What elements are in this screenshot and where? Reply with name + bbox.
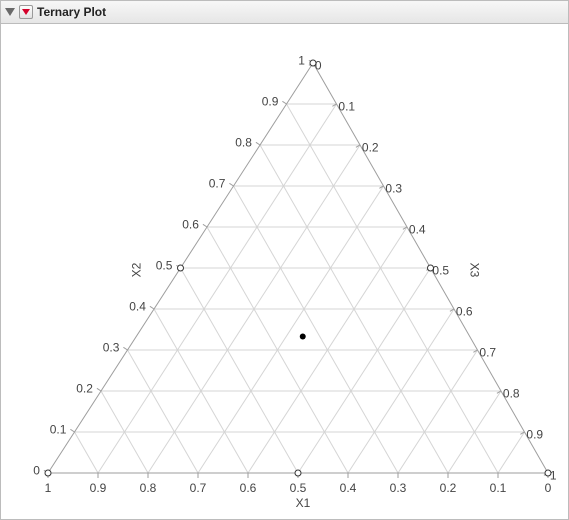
svg-text:1: 1 — [45, 481, 52, 495]
svg-text:0.2: 0.2 — [362, 140, 379, 154]
svg-text:0.3: 0.3 — [390, 481, 407, 495]
svg-text:0.4: 0.4 — [340, 481, 357, 495]
svg-text:0.8: 0.8 — [140, 481, 157, 495]
disclosure-icon[interactable] — [5, 8, 15, 16]
svg-text:0.1: 0.1 — [338, 99, 355, 113]
svg-text:0.2: 0.2 — [440, 481, 457, 495]
ternary-svg: 00.10.20.30.40.50.60.70.80.9100.10.20.30… — [3, 28, 566, 517]
svg-text:0.7: 0.7 — [190, 481, 207, 495]
svg-text:0.9: 0.9 — [262, 94, 279, 108]
panel-title: Ternary Plot — [37, 5, 106, 19]
svg-text:0.6: 0.6 — [182, 217, 199, 231]
svg-text:1: 1 — [298, 53, 305, 67]
svg-text:0: 0 — [545, 481, 552, 495]
svg-text:0: 0 — [315, 58, 322, 72]
svg-text:0.5: 0.5 — [156, 258, 173, 272]
red-triangle-icon — [22, 9, 30, 15]
svg-text:0.4: 0.4 — [129, 299, 146, 313]
svg-text:X1: X1 — [296, 496, 311, 510]
svg-text:0.1: 0.1 — [490, 481, 507, 495]
svg-text:0.9: 0.9 — [526, 427, 543, 441]
svg-text:0.8: 0.8 — [235, 135, 252, 149]
svg-text:0.8: 0.8 — [503, 386, 520, 400]
hotspot-button[interactable] — [19, 5, 33, 19]
ternary-plot-panel: Ternary Plot 0 0.1 0.2 0.3 0.4 0.5 0.6 0.7 0.8 0.… — [0, 0, 569, 520]
svg-text:0.6: 0.6 — [456, 304, 473, 318]
svg-text:0.3: 0.3 — [385, 181, 402, 195]
svg-text:0.7: 0.7 — [479, 345, 496, 359]
plot-area: 00.10.20.30.40.50.60.70.80.9100.10.20.30… — [0, 24, 569, 520]
svg-text:0.9: 0.9 — [90, 481, 107, 495]
svg-text:0.4: 0.4 — [409, 222, 426, 236]
svg-text:0.3: 0.3 — [103, 340, 120, 354]
svg-text:X2: X2 — [130, 262, 144, 277]
svg-text:0.2: 0.2 — [76, 381, 93, 395]
svg-text:0.6: 0.6 — [240, 481, 257, 495]
svg-text:0.1: 0.1 — [50, 422, 67, 436]
svg-text:0: 0 — [33, 463, 40, 477]
svg-text:0.7: 0.7 — [209, 176, 226, 190]
svg-text:X3: X3 — [468, 263, 482, 278]
panel-header: Ternary Plot — [0, 0, 569, 24]
svg-text:0.5: 0.5 — [290, 481, 307, 495]
svg-text:0.5: 0.5 — [432, 263, 449, 277]
